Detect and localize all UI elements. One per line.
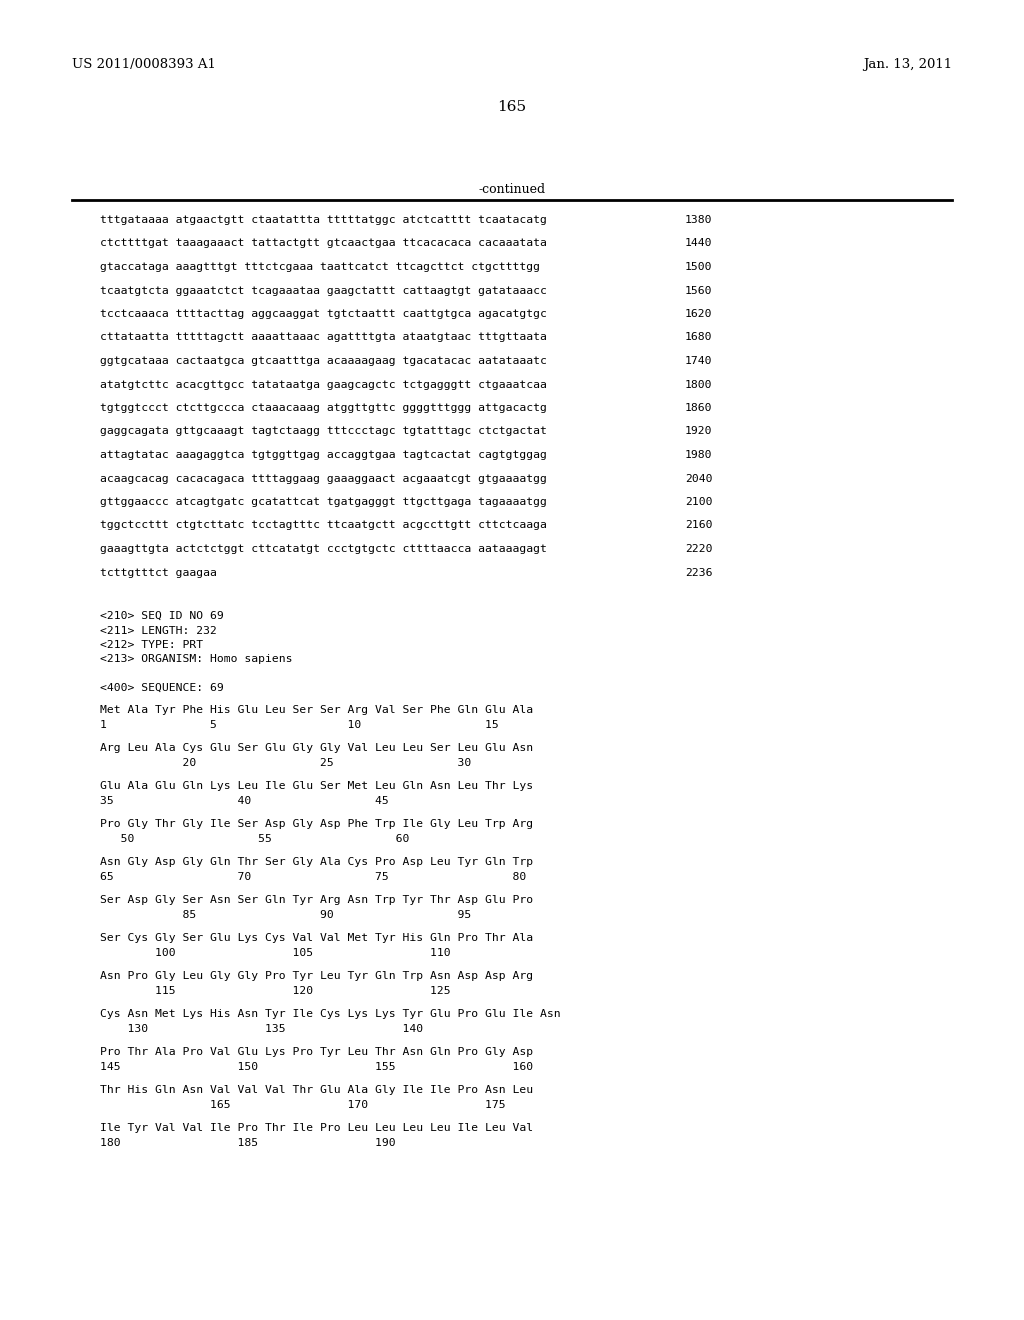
Text: <213> ORGANISM: Homo sapiens: <213> ORGANISM: Homo sapiens xyxy=(100,655,293,664)
Text: 1620: 1620 xyxy=(685,309,713,319)
Text: 1560: 1560 xyxy=(685,285,713,296)
Text: 180                 185                 190: 180 185 190 xyxy=(100,1138,395,1147)
Text: acaagcacag cacacagaca ttttaggaag gaaaggaact acgaaatcgt gtgaaaatgg: acaagcacag cacacagaca ttttaggaag gaaagga… xyxy=(100,474,547,483)
Text: 85                  90                  95: 85 90 95 xyxy=(100,909,471,920)
Text: 1680: 1680 xyxy=(685,333,713,342)
Text: Asn Gly Asp Gly Gln Thr Ser Gly Ala Cys Pro Asp Leu Tyr Gln Trp: Asn Gly Asp Gly Gln Thr Ser Gly Ala Cys … xyxy=(100,857,534,867)
Text: atatgtcttc acacgttgcc tatataatga gaagcagctc tctgagggtt ctgaaatcaa: atatgtcttc acacgttgcc tatataatga gaagcag… xyxy=(100,380,547,389)
Text: ctcttttgat taaagaaact tattactgtt gtcaactgaa ttcacacaca cacaaatata: ctcttttgat taaagaaact tattactgtt gtcaact… xyxy=(100,239,547,248)
Text: <211> LENGTH: 232: <211> LENGTH: 232 xyxy=(100,626,217,635)
Text: gtaccataga aaagtttgt tttctcgaaa taattcatct ttcagcttct ctgcttttgg: gtaccataga aaagtttgt tttctcgaaa taattcat… xyxy=(100,261,540,272)
Text: Ile Tyr Val Val Ile Pro Thr Ile Pro Leu Leu Leu Leu Ile Leu Val: Ile Tyr Val Val Ile Pro Thr Ile Pro Leu … xyxy=(100,1123,534,1133)
Text: Jan. 13, 2011: Jan. 13, 2011 xyxy=(863,58,952,71)
Text: Cys Asn Met Lys His Asn Tyr Ile Cys Lys Lys Tyr Glu Pro Glu Ile Asn: Cys Asn Met Lys His Asn Tyr Ile Cys Lys … xyxy=(100,1008,560,1019)
Text: tcttgtttct gaagaa: tcttgtttct gaagaa xyxy=(100,568,217,578)
Text: 130                 135                 140: 130 135 140 xyxy=(100,1023,423,1034)
Text: 1380: 1380 xyxy=(685,215,713,224)
Text: 1920: 1920 xyxy=(685,426,713,437)
Text: 115                 120                 125: 115 120 125 xyxy=(100,986,451,995)
Text: gaggcagata gttgcaaagt tagtctaagg tttccctagc tgtatttagc ctctgactat: gaggcagata gttgcaaagt tagtctaagg tttccct… xyxy=(100,426,547,437)
Text: US 2011/0008393 A1: US 2011/0008393 A1 xyxy=(72,58,216,71)
Text: 2236: 2236 xyxy=(685,568,713,578)
Text: 1800: 1800 xyxy=(685,380,713,389)
Text: 100                 105                 110: 100 105 110 xyxy=(100,948,451,957)
Text: ggtgcataaa cactaatgca gtcaatttga acaaaagaag tgacatacac aatataaatc: ggtgcataaa cactaatgca gtcaatttga acaaaag… xyxy=(100,356,547,366)
Text: Pro Thr Ala Pro Val Glu Lys Pro Tyr Leu Thr Asn Gln Pro Gly Asp: Pro Thr Ala Pro Val Glu Lys Pro Tyr Leu … xyxy=(100,1047,534,1057)
Text: Thr His Gln Asn Val Val Val Thr Glu Ala Gly Ile Ile Pro Asn Leu: Thr His Gln Asn Val Val Val Thr Glu Ala … xyxy=(100,1085,534,1096)
Text: tttgataaaa atgaactgtt ctaatattta tttttatggc atctcatttt tcaatacatg: tttgataaaa atgaactgtt ctaatattta tttttat… xyxy=(100,215,547,224)
Text: 145                 150                 155                 160: 145 150 155 160 xyxy=(100,1061,534,1072)
Text: Glu Ala Glu Gln Lys Leu Ile Glu Ser Met Leu Gln Asn Leu Thr Lys: Glu Ala Glu Gln Lys Leu Ile Glu Ser Met … xyxy=(100,781,534,791)
Text: 1980: 1980 xyxy=(685,450,713,459)
Text: 35                  40                  45: 35 40 45 xyxy=(100,796,389,805)
Text: <400> SEQUENCE: 69: <400> SEQUENCE: 69 xyxy=(100,682,224,693)
Text: 50                  55                  60: 50 55 60 xyxy=(100,833,410,843)
Text: 2100: 2100 xyxy=(685,498,713,507)
Text: 1740: 1740 xyxy=(685,356,713,366)
Text: 1440: 1440 xyxy=(685,239,713,248)
Text: attagtatac aaagaggtca tgtggttgag accaggtgaa tagtcactat cagtgtggag: attagtatac aaagaggtca tgtggttgag accaggt… xyxy=(100,450,547,459)
Text: tcctcaaaca ttttacttag aggcaaggat tgtctaattt caattgtgca agacatgtgc: tcctcaaaca ttttacttag aggcaaggat tgtctaa… xyxy=(100,309,547,319)
Text: gaaagttgta actctctggt cttcatatgt ccctgtgctc cttttaacca aataaagagt: gaaagttgta actctctggt cttcatatgt ccctgtg… xyxy=(100,544,547,554)
Text: cttataatta tttttagctt aaaattaaac agattttgta ataatgtaac tttgttaata: cttataatta tttttagctt aaaattaaac agatttt… xyxy=(100,333,547,342)
Text: 1               5                   10                  15: 1 5 10 15 xyxy=(100,719,499,730)
Text: 1500: 1500 xyxy=(685,261,713,272)
Text: <212> TYPE: PRT: <212> TYPE: PRT xyxy=(100,640,203,649)
Text: 165                 170                 175: 165 170 175 xyxy=(100,1100,506,1110)
Text: 2220: 2220 xyxy=(685,544,713,554)
Text: 2040: 2040 xyxy=(685,474,713,483)
Text: Ser Asp Gly Ser Asn Ser Gln Tyr Arg Asn Trp Tyr Thr Asp Glu Pro: Ser Asp Gly Ser Asn Ser Gln Tyr Arg Asn … xyxy=(100,895,534,906)
Text: 2160: 2160 xyxy=(685,520,713,531)
Text: tgtggtccct ctcttgccca ctaaacaaag atggttgttc ggggtttggg attgacactg: tgtggtccct ctcttgccca ctaaacaaag atggttg… xyxy=(100,403,547,413)
Text: Pro Gly Thr Gly Ile Ser Asp Gly Asp Phe Trp Ile Gly Leu Trp Arg: Pro Gly Thr Gly Ile Ser Asp Gly Asp Phe … xyxy=(100,818,534,829)
Text: 20                  25                  30: 20 25 30 xyxy=(100,758,471,767)
Text: gttggaaccc atcagtgatc gcatattcat tgatgagggt ttgcttgaga tagaaaatgg: gttggaaccc atcagtgatc gcatattcat tgatgag… xyxy=(100,498,547,507)
Text: 65                  70                  75                  80: 65 70 75 80 xyxy=(100,871,526,882)
Text: 165: 165 xyxy=(498,100,526,114)
Text: 1860: 1860 xyxy=(685,403,713,413)
Text: tggctccttt ctgtcttatc tcctagtttc ttcaatgctt acgccttgtt cttctcaaga: tggctccttt ctgtcttatc tcctagtttc ttcaatg… xyxy=(100,520,547,531)
Text: -continued: -continued xyxy=(478,183,546,195)
Text: <210> SEQ ID NO 69: <210> SEQ ID NO 69 xyxy=(100,611,224,620)
Text: Arg Leu Ala Cys Glu Ser Glu Gly Gly Val Leu Leu Ser Leu Glu Asn: Arg Leu Ala Cys Glu Ser Glu Gly Gly Val … xyxy=(100,743,534,752)
Text: Asn Pro Gly Leu Gly Gly Pro Tyr Leu Tyr Gln Trp Asn Asp Asp Arg: Asn Pro Gly Leu Gly Gly Pro Tyr Leu Tyr … xyxy=(100,972,534,981)
Text: Met Ala Tyr Phe His Glu Leu Ser Ser Arg Val Ser Phe Gln Glu Ala: Met Ala Tyr Phe His Glu Leu Ser Ser Arg … xyxy=(100,705,534,715)
Text: Ser Cys Gly Ser Glu Lys Cys Val Val Met Tyr His Gln Pro Thr Ala: Ser Cys Gly Ser Glu Lys Cys Val Val Met … xyxy=(100,933,534,942)
Text: tcaatgtcta ggaaatctct tcagaaataa gaagctattt cattaagtgt gatataaacc: tcaatgtcta ggaaatctct tcagaaataa gaagcta… xyxy=(100,285,547,296)
